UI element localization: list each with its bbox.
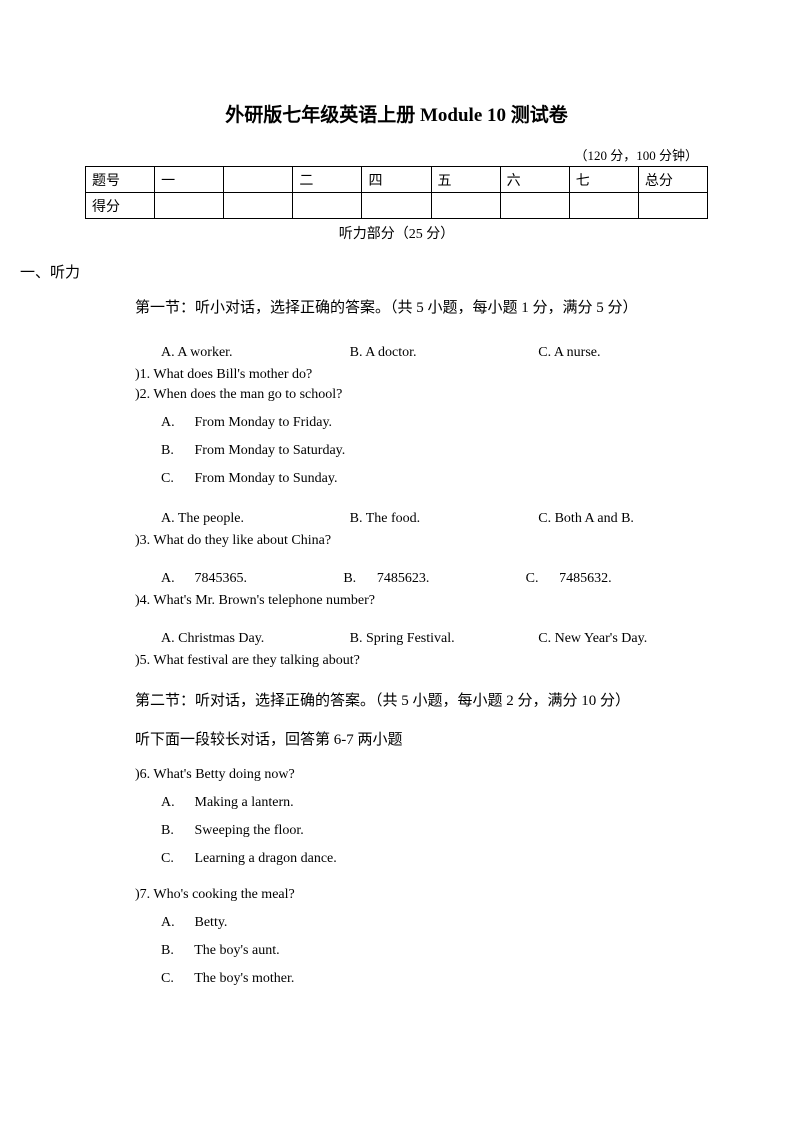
option-text: 7845365.	[195, 571, 248, 586]
option-text: From Monday to Sunday.	[195, 471, 338, 486]
option-c: C. 7485632.	[526, 571, 708, 587]
option-b: B. 7485623.	[343, 571, 525, 587]
options-row: A. 7845365. B. 7485623. C. 7485632.	[135, 571, 708, 587]
option-letter: A.	[161, 915, 191, 931]
option-letter: C.	[161, 851, 191, 867]
question-text: )5. What festival are they talking about…	[135, 653, 708, 669]
option-text: Betty.	[195, 915, 228, 930]
question-6: )6. What's Betty doing now? A. Making a …	[135, 767, 708, 867]
score-cell	[224, 193, 293, 219]
question-text: )3. What do they like about China?	[135, 533, 708, 549]
score-cell	[569, 193, 638, 219]
option-letter: B.	[161, 443, 191, 459]
option-text: From Monday to Friday.	[195, 415, 333, 430]
col-header	[224, 167, 293, 193]
option-b: B. Spring Festival.	[350, 631, 539, 647]
options-row: A. A worker. B. A doctor. C. A nurse.	[135, 345, 708, 361]
options-row: A. The people. B. The food. C. Both A an…	[135, 511, 708, 527]
option-letter: B.	[161, 943, 191, 959]
option-letter: A.	[161, 795, 191, 811]
option-b: B. Sweeping the floor.	[135, 823, 708, 839]
option-a: A. Making a lantern.	[135, 795, 708, 811]
question-text: )7. Who's cooking the meal?	[135, 887, 708, 903]
section-heading: 一、听力	[20, 261, 708, 282]
table-row: 得分	[86, 193, 708, 219]
score-cell	[155, 193, 224, 219]
option-letter: A.	[161, 415, 191, 431]
col-header: 七	[569, 167, 638, 193]
option-c: C. New Year's Day.	[538, 631, 708, 647]
col-header: 二	[293, 167, 362, 193]
option-a: A. The people.	[161, 511, 350, 527]
score-cell	[638, 193, 707, 219]
option-b: B. The food.	[350, 511, 539, 527]
col-header: 六	[500, 167, 569, 193]
subsection-2: 第二节：听对话，选择正确的答案。（共 5 小题，每小题 2 分，满分 10 分）	[135, 689, 708, 710]
option-c: C. A nurse.	[538, 345, 708, 361]
instruction: 听下面一段较长对话，回答第 6-7 两小题	[135, 728, 708, 749]
page-title: 外研版七年级英语上册 Module 10 测试卷	[85, 100, 708, 127]
score-cell	[500, 193, 569, 219]
col-header: 一	[155, 167, 224, 193]
option-c: C. The boy's mother.	[135, 971, 708, 987]
options-row: A. Christmas Day. B. Spring Festival. C.…	[135, 631, 708, 647]
option-a: A. Christmas Day.	[161, 631, 350, 647]
question-text: )4. What's Mr. Brown's telephone number?	[135, 593, 708, 609]
option-letter: B.	[343, 571, 373, 587]
option-letter: C.	[526, 571, 556, 587]
option-text: Sweeping the floor.	[195, 823, 304, 838]
option-letter: A.	[161, 571, 191, 587]
question-text: )6. What's Betty doing now?	[135, 767, 708, 783]
option-letter: B.	[161, 823, 191, 839]
col-header: 四	[362, 167, 431, 193]
option-text: 7485632.	[559, 571, 612, 586]
option-c: C. From Monday to Sunday.	[135, 471, 708, 487]
score-cell	[293, 193, 362, 219]
score-cell	[362, 193, 431, 219]
option-text: The boy's mother.	[194, 971, 294, 986]
subsection-1: 第一节：听小对话，选择正确的答案。（共 5 小题，每小题 1 分，满分 5 分）	[135, 296, 708, 317]
option-a: A. From Monday to Friday.	[135, 415, 708, 431]
meta-info: （120 分，100 分钟）	[85, 145, 708, 164]
score-cell	[431, 193, 500, 219]
listening-section-title: 听力部分（25 分）	[85, 223, 708, 243]
option-letter: C.	[161, 971, 191, 987]
option-c: C. Both A and B.	[538, 511, 708, 527]
option-letter: C.	[161, 471, 191, 487]
row-label: 题号	[86, 167, 155, 193]
question-1: A. A worker. B. A doctor. C. A nurse. )1…	[135, 345, 708, 669]
col-header: 五	[431, 167, 500, 193]
option-a: A. Betty.	[135, 915, 708, 931]
option-text: The boy's aunt.	[194, 943, 279, 958]
option-c: C. Learning a dragon dance.	[135, 851, 708, 867]
option-text: From Monday to Saturday.	[195, 443, 346, 458]
option-text: Learning a dragon dance.	[195, 851, 337, 866]
option-b: B. From Monday to Saturday.	[135, 443, 708, 459]
row-label: 得分	[86, 193, 155, 219]
option-b: B. A doctor.	[350, 345, 539, 361]
table-row: 题号 一 二 四 五 六 七 总分	[86, 167, 708, 193]
option-text: 7485623.	[377, 571, 430, 586]
score-table: 题号 一 二 四 五 六 七 总分 得分	[85, 166, 708, 219]
option-a: A. 7845365.	[161, 571, 343, 587]
option-a: A. A worker.	[161, 345, 350, 361]
col-header: 总分	[638, 167, 707, 193]
question-text: )1. What does Bill's mother do?	[135, 367, 708, 383]
question-7: )7. Who's cooking the meal? A. Betty. B.…	[135, 887, 708, 987]
option-b: B. The boy's aunt.	[135, 943, 708, 959]
question-text: )2. When does the man go to school?	[135, 387, 708, 403]
option-text: Making a lantern.	[195, 795, 294, 810]
